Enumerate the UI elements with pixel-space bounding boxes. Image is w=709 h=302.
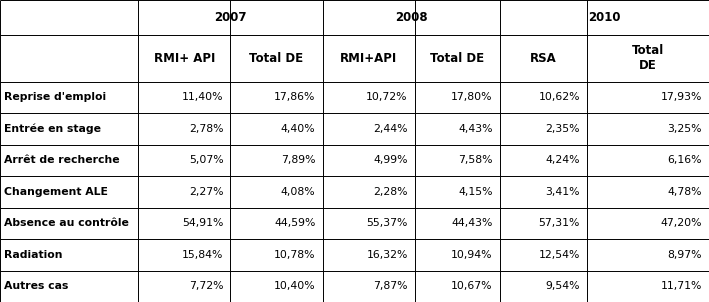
Text: 3,25%: 3,25% [667, 124, 702, 134]
Text: 4,40%: 4,40% [281, 124, 316, 134]
Text: 2010: 2010 [588, 11, 620, 24]
Text: 9,54%: 9,54% [545, 281, 580, 291]
Text: 11,71%: 11,71% [661, 281, 702, 291]
Text: RMI+ API: RMI+ API [154, 52, 215, 65]
Text: 2008: 2008 [395, 11, 428, 24]
Text: 4,99%: 4,99% [373, 155, 408, 165]
Text: 55,37%: 55,37% [367, 218, 408, 228]
Text: Total DE: Total DE [250, 52, 303, 65]
Text: 54,91%: 54,91% [182, 218, 223, 228]
Text: 6,16%: 6,16% [667, 155, 702, 165]
Text: 2,27%: 2,27% [189, 187, 223, 197]
Text: 2,78%: 2,78% [189, 124, 223, 134]
Text: 4,08%: 4,08% [281, 187, 316, 197]
Text: Radiation: Radiation [4, 250, 63, 260]
Text: 15,84%: 15,84% [182, 250, 223, 260]
Text: 7,58%: 7,58% [458, 155, 493, 165]
Text: 47,20%: 47,20% [660, 218, 702, 228]
Text: Autres cas: Autres cas [4, 281, 69, 291]
Text: 44,59%: 44,59% [274, 218, 316, 228]
Text: 4,43%: 4,43% [458, 124, 493, 134]
Text: 3,41%: 3,41% [545, 187, 580, 197]
Text: 4,15%: 4,15% [458, 187, 493, 197]
Text: 10,62%: 10,62% [538, 92, 580, 102]
Text: Total
DE: Total DE [632, 44, 664, 72]
Text: 7,72%: 7,72% [189, 281, 223, 291]
Text: Absence au contrôle: Absence au contrôle [4, 218, 129, 228]
Text: 2,35%: 2,35% [545, 124, 580, 134]
Text: 57,31%: 57,31% [539, 218, 580, 228]
Text: 2,44%: 2,44% [373, 124, 408, 134]
Text: 4,24%: 4,24% [545, 155, 580, 165]
Text: 10,94%: 10,94% [451, 250, 493, 260]
Text: Entrée en stage: Entrée en stage [4, 124, 101, 134]
Text: 11,40%: 11,40% [182, 92, 223, 102]
Text: 10,72%: 10,72% [366, 92, 408, 102]
Text: 44,43%: 44,43% [452, 218, 493, 228]
Text: 10,78%: 10,78% [274, 250, 316, 260]
Text: RSA: RSA [530, 52, 557, 65]
Text: 12,54%: 12,54% [539, 250, 580, 260]
Text: 2,28%: 2,28% [373, 187, 408, 197]
Text: 17,80%: 17,80% [451, 92, 493, 102]
Text: Total DE: Total DE [430, 52, 484, 65]
Text: 7,87%: 7,87% [373, 281, 408, 291]
Text: 7,89%: 7,89% [281, 155, 316, 165]
Text: 17,93%: 17,93% [661, 92, 702, 102]
Text: 17,86%: 17,86% [274, 92, 316, 102]
Text: Changement ALE: Changement ALE [4, 187, 108, 197]
Text: 10,67%: 10,67% [451, 281, 493, 291]
Text: 2007: 2007 [214, 11, 247, 24]
Text: 4,78%: 4,78% [667, 187, 702, 197]
Text: 8,97%: 8,97% [667, 250, 702, 260]
Text: Arrêt de recherche: Arrêt de recherche [4, 155, 120, 165]
Text: 16,32%: 16,32% [367, 250, 408, 260]
Text: 5,07%: 5,07% [189, 155, 223, 165]
Text: Reprise d'emploi: Reprise d'emploi [4, 92, 106, 102]
Text: RMI+API: RMI+API [340, 52, 397, 65]
Text: 10,40%: 10,40% [274, 281, 316, 291]
